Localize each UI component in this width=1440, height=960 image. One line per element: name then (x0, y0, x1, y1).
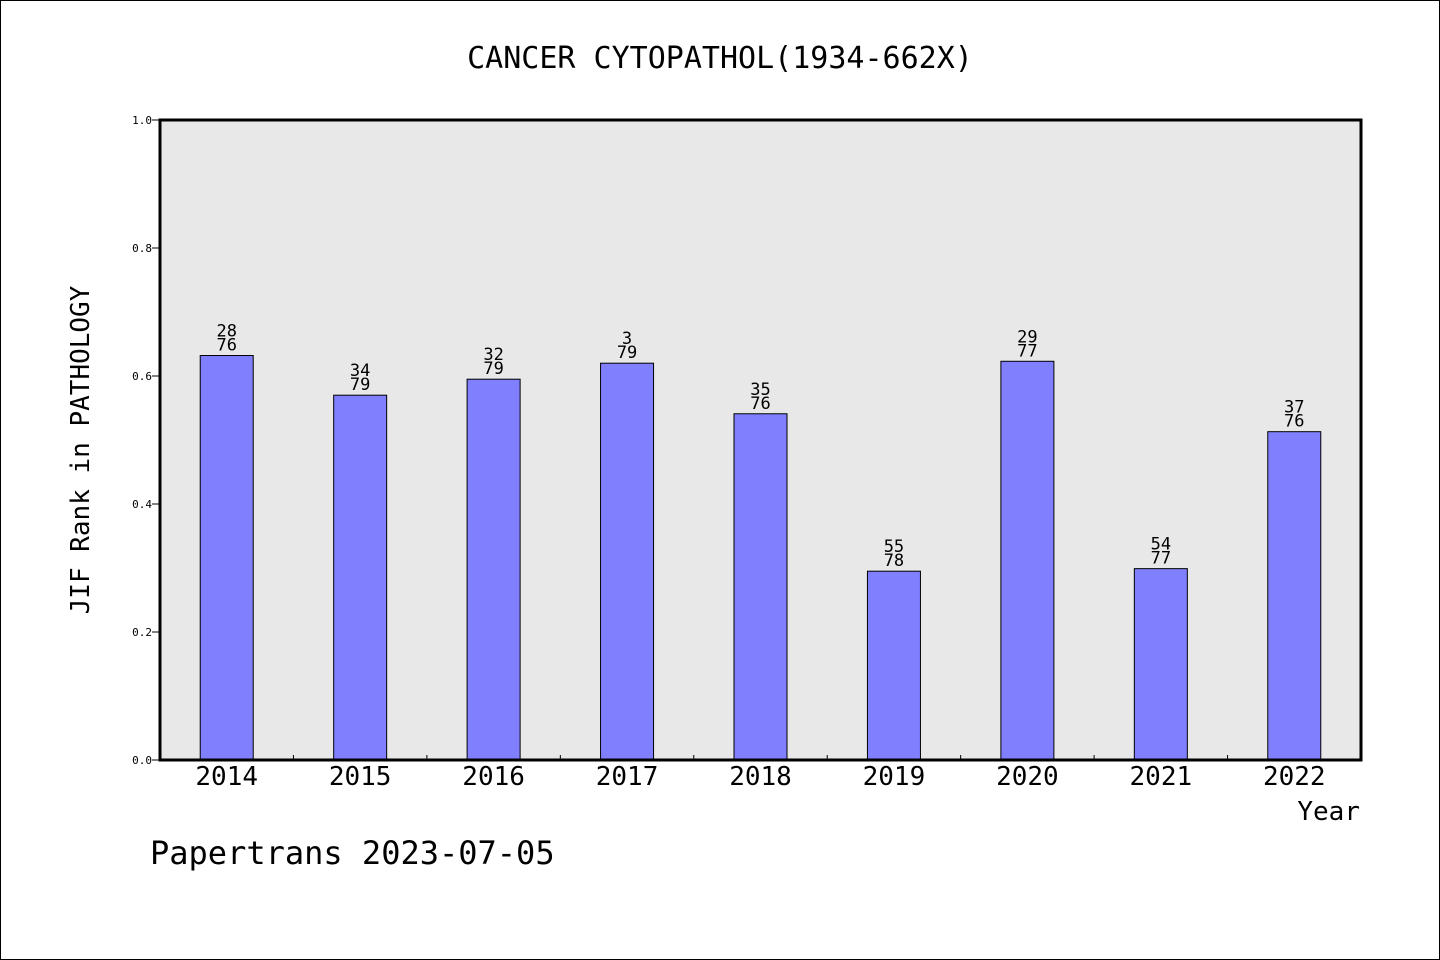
data-label-total: 76 (750, 394, 770, 414)
bar-2021 (1133, 568, 1188, 761)
bar-2017 (600, 362, 655, 761)
y-axis-title: JIF Rank in PATHOLOGY (66, 285, 96, 614)
x-tick-label: 2017 (596, 762, 659, 792)
y-tick-label: 0.0 (132, 754, 152, 767)
data-label-total: 79 (483, 359, 503, 379)
x-tick-label: 2019 (863, 762, 926, 792)
x-axis-title: Year (1297, 797, 1360, 827)
data-label-total: 76 (216, 336, 236, 356)
data-label-total: 76 (1284, 412, 1304, 432)
data-label-rank: 28 (216, 322, 236, 342)
bar-series (199, 355, 1322, 761)
x-tick-label: 2018 (729, 762, 792, 792)
y-tick-label: 0.4 (132, 498, 152, 511)
data-label-rank: 34 (350, 361, 370, 381)
bar-2016 (466, 378, 521, 761)
bar-2015 (333, 394, 388, 761)
data-label-rank: 3 (622, 329, 632, 349)
bar-2018 (733, 413, 788, 761)
data-label-total: 77 (1017, 341, 1037, 361)
data-label-total: 77 (1151, 549, 1171, 569)
x-tick-label: 2016 (462, 762, 525, 792)
data-label-rank: 32 (483, 345, 503, 365)
bar-2014 (199, 355, 254, 761)
x-axis: 2014 2015 2016 2017 2018 2019 2020 2021 2022 (195, 755, 1326, 792)
x-tick-label: 2014 (195, 762, 258, 792)
bar-2020 (1000, 360, 1055, 761)
y-tick-label: 0.2 (132, 626, 152, 639)
plot-border (158, 118, 1363, 762)
data-label-total: 79 (617, 343, 637, 363)
data-label-rank: 37 (1284, 398, 1304, 418)
y-tick-label: 0.6 (132, 370, 152, 383)
x-tick-label: 2021 (1130, 762, 1193, 792)
bar-2019 (866, 570, 921, 761)
data-label-rank: 55 (884, 537, 904, 557)
data-label-total: 79 (350, 375, 370, 395)
data-label-rank: 35 (750, 380, 770, 400)
y-tick-label: 0.8 (132, 242, 152, 255)
data-label-rank: 54 (1151, 535, 1171, 555)
data-label-total: 78 (884, 551, 904, 571)
x-tick-label: 2020 (996, 762, 1059, 792)
x-tick-label: 2022 (1263, 762, 1326, 792)
chart-title: CANCER CYTOPATHOL(1934-662X) (467, 41, 973, 76)
footer-credit: Papertrans 2023-07-05 (150, 834, 555, 872)
x-tick-label: 2015 (329, 762, 392, 792)
data-label-rank: 29 (1017, 327, 1037, 347)
y-axis: 0.0 0.2 0.4 0.6 0.8 1.0 (132, 114, 160, 767)
bar-2022 (1267, 431, 1322, 761)
y-tick-label: 1.0 (132, 114, 152, 127)
